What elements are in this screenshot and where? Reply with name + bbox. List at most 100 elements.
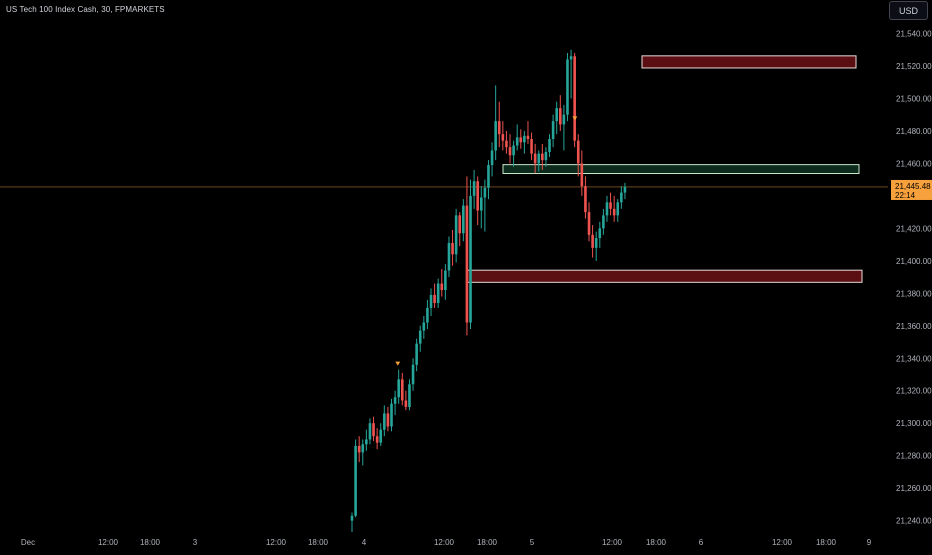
- candle-body: [433, 294, 436, 304]
- time-tick-label: 18:00: [646, 538, 667, 547]
- zone-demand: [466, 269, 863, 283]
- price-tick-label: 21,400.00: [896, 257, 932, 266]
- candle-body: [368, 423, 372, 440]
- candle-body: [551, 121, 555, 140]
- candle-body: [576, 140, 580, 164]
- candle-body: [350, 515, 354, 521]
- candle-body: [483, 187, 487, 198]
- candle-body: [411, 364, 415, 385]
- candle-body: [365, 439, 368, 445]
- candle-body: [508, 147, 512, 156]
- candle-body: [544, 152, 548, 161]
- candle-body: [379, 429, 383, 443]
- candle-body: [429, 294, 433, 308]
- candle-body: [422, 322, 426, 331]
- candle-body: [436, 283, 440, 304]
- candle-body: [454, 215, 458, 255]
- time-tick-label: 12:00: [266, 538, 287, 547]
- candle-body: [530, 139, 533, 154]
- time-tick-label: 18:00: [140, 538, 161, 547]
- price-tick-label: 21,500.00: [896, 94, 932, 103]
- candle-body: [523, 135, 526, 143]
- time-tick-label: 12:00: [772, 538, 793, 547]
- candle-body: [555, 108, 559, 122]
- candle-body: [462, 205, 465, 234]
- candle-body: [408, 384, 411, 407]
- candle-body: [505, 140, 508, 148]
- candle-body: [490, 150, 494, 166]
- price-tick-label: 21,520.00: [896, 62, 932, 71]
- candle-body: [501, 134, 505, 141]
- candle-body: [515, 137, 519, 146]
- candle-body: [609, 202, 612, 209]
- time-axis[interactable]: Dec 12:00 18:00 3 12:00 18:00 4 12:00 18:00 5 12:0…: [0, 532, 932, 550]
- current-price-text: 21,445.48: [895, 182, 931, 191]
- zones-layer: [466, 55, 863, 283]
- candle-body: [383, 413, 386, 430]
- time-tick-label: 12:00: [98, 538, 119, 547]
- markers-layer: [395, 116, 578, 366]
- price-axis-bg: [888, 0, 932, 550]
- symbol-title: US Tech 100 Index Cash, 30, FPMARKETS: [6, 5, 165, 14]
- candle-body: [386, 413, 390, 427]
- candle-body: [458, 215, 462, 234]
- candle-body: [372, 423, 375, 437]
- price-tick-label: 21,280.00: [896, 452, 932, 461]
- candle-body: [426, 307, 429, 323]
- candles-layer: [350, 49, 627, 532]
- time-tick-label: 4: [362, 538, 367, 547]
- candle-body: [476, 181, 479, 211]
- price-tick-label: 21,460.00: [896, 159, 932, 168]
- candle-body: [469, 195, 472, 323]
- price-tick-label: 21,300.00: [896, 419, 932, 428]
- candle-body: [526, 135, 530, 140]
- time-axis-bg: [0, 532, 932, 550]
- candle-body: [361, 444, 365, 453]
- candle-body: [354, 445, 357, 516]
- candle-body: [569, 56, 573, 60]
- candle-body: [605, 202, 609, 216]
- current-price-badge: [891, 179, 932, 200]
- candle-body: [602, 215, 605, 229]
- candle-body: [375, 436, 379, 443]
- candle-body: [497, 121, 501, 135]
- price-tick-label: 21,340.00: [896, 354, 932, 363]
- candle-body: [566, 59, 569, 115]
- candle-body: [558, 108, 562, 125]
- candle-body: [562, 114, 566, 125]
- candle-body: [512, 145, 515, 156]
- candle-body: [598, 228, 602, 239]
- candle-body: [594, 238, 598, 248]
- time-tick-label: 18:00: [308, 538, 329, 547]
- candle-body: [533, 153, 537, 164]
- price-axis[interactable]: 21,540.00 21,520.00 21,500.00 21,480.00 21,4…: [888, 0, 932, 550]
- price-tick-label: 21,540.00: [896, 29, 932, 38]
- candle-body: [573, 56, 576, 141]
- time-tick-label: 18:00: [477, 538, 498, 547]
- countdown-text: 22:14: [895, 191, 916, 200]
- candle-body: [612, 208, 616, 216]
- candle-body: [418, 330, 422, 344]
- time-tick-label: 6: [699, 538, 704, 547]
- candle-body: [623, 186, 627, 193]
- price-tick-label: 21,320.00: [896, 387, 932, 396]
- price-tick-label: 21,420.00: [896, 224, 932, 233]
- candle-body: [616, 202, 620, 216]
- time-tick-label: 18:00: [816, 538, 837, 547]
- candle-body: [584, 186, 587, 213]
- candle-body: [415, 343, 418, 365]
- time-tick-label: Dec: [21, 538, 35, 547]
- currency-button[interactable]: USD: [889, 1, 928, 20]
- candle-body: [494, 121, 497, 151]
- price-tick-label: 21,260.00: [896, 484, 932, 493]
- candle-body: [620, 192, 623, 203]
- candle-body: [472, 181, 476, 196]
- candle-body: [393, 397, 397, 404]
- price-tick-label: 21,240.00: [896, 517, 932, 526]
- time-tick-label: 12:00: [602, 538, 623, 547]
- candle-body: [519, 137, 523, 143]
- candle-body: [400, 379, 404, 401]
- candle-body: [390, 403, 393, 427]
